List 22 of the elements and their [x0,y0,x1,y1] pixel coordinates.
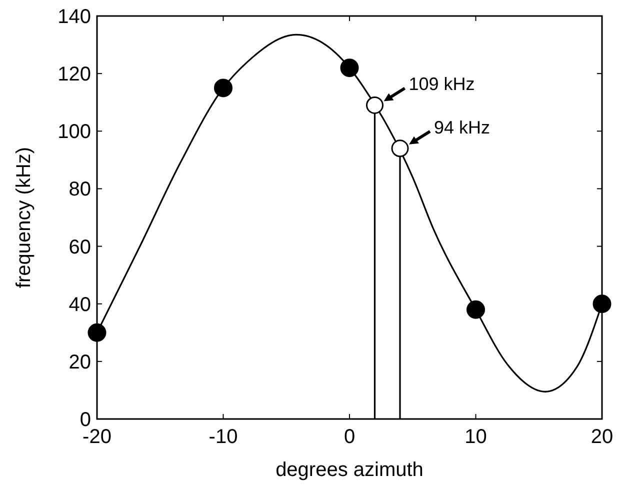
y-tick-label: 100 [58,121,91,144]
point [592,294,612,314]
x-tick-label: 0 [344,426,356,448]
x-tick-label: 10 [464,426,487,448]
annotation: 94 kHz [434,117,490,138]
point [214,78,232,98]
annotation: 109 kHz [408,74,475,94]
point [88,323,106,342]
x-tick-label: 20 [590,426,614,448]
x-tick-label: -10 [208,426,238,448]
point [466,300,485,319]
point [340,58,359,78]
y-tick-label: 60 [68,236,91,258]
y-tick-label: 20 [68,351,91,374]
y-tick-label: 80 [68,178,91,201]
y-tick-label: 40 [68,294,91,316]
point [391,140,409,158]
y-tick-label: 140 [58,6,91,28]
point [366,96,384,114]
y-tick-label: 120 [58,64,91,86]
y-axis-title: frequency (kHz) [13,146,35,288]
x-axis-title: degrees azimuth [276,459,424,481]
